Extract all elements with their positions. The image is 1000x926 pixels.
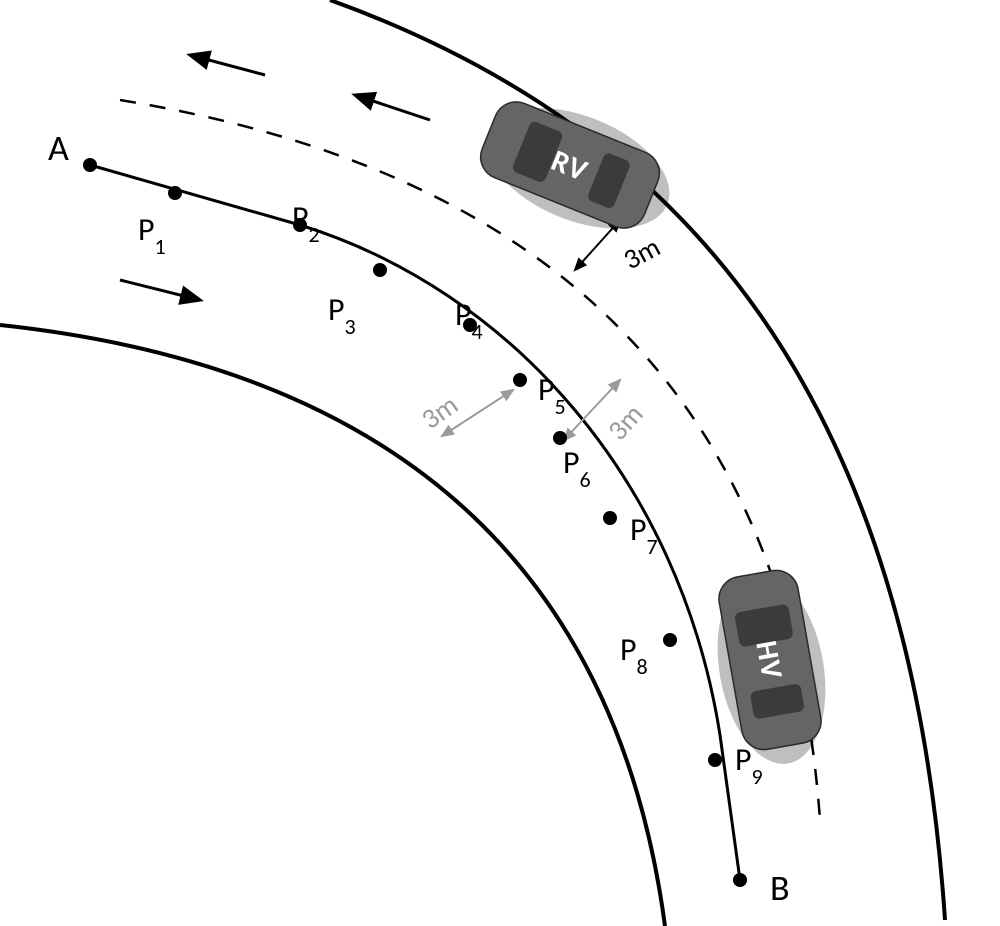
direction-arrow-icon <box>190 55 265 75</box>
endpoint-a: A <box>48 126 97 172</box>
trajectory-point-label: P6 <box>563 443 591 493</box>
trajectory-point-label: P4 <box>455 295 483 345</box>
car-label: HV <box>747 638 790 683</box>
endpoint-label: A <box>48 126 69 170</box>
trajectory-points: P1P2P3P4P5P6P7P8P9 <box>138 186 763 790</box>
car-rv: RV <box>469 84 686 253</box>
dimension-label-mid_left: 3m <box>415 387 465 437</box>
endpoint-b: B <box>733 866 790 910</box>
trajectory-point-label: P8 <box>620 630 648 680</box>
direction-arrows-opposite <box>190 55 430 120</box>
trajectory-point-dot <box>513 373 527 387</box>
dimension-arrows: 3m 3m 3m <box>415 220 667 447</box>
direction-arrows-same <box>120 280 200 300</box>
direction-arrow-icon <box>355 95 430 120</box>
trajectory-point-label: P3 <box>328 290 356 340</box>
trajectory-point-dot <box>373 263 387 277</box>
endpoint-label: B <box>770 866 790 910</box>
dimension-label-mid_right: 3m <box>600 397 650 448</box>
endpoint-dot <box>733 873 747 887</box>
trajectory-point-dot <box>663 633 677 647</box>
dimension-label-rv_side: 3m <box>617 229 666 277</box>
trajectory-point-label: P5 <box>538 370 566 420</box>
direction-arrow-icon <box>120 280 200 300</box>
trajectory-point-label: P2 <box>292 198 320 248</box>
trajectory-point-label: P1 <box>138 210 166 260</box>
trajectory-point-dot <box>603 511 617 525</box>
trajectory-point-dot <box>168 186 182 200</box>
trajectory-point-label: P7 <box>630 510 658 560</box>
car-hv: HV <box>704 565 840 773</box>
trajectory-point-dot <box>708 753 722 767</box>
road-outer-edge <box>330 0 945 920</box>
endpoint-dot <box>83 158 97 172</box>
